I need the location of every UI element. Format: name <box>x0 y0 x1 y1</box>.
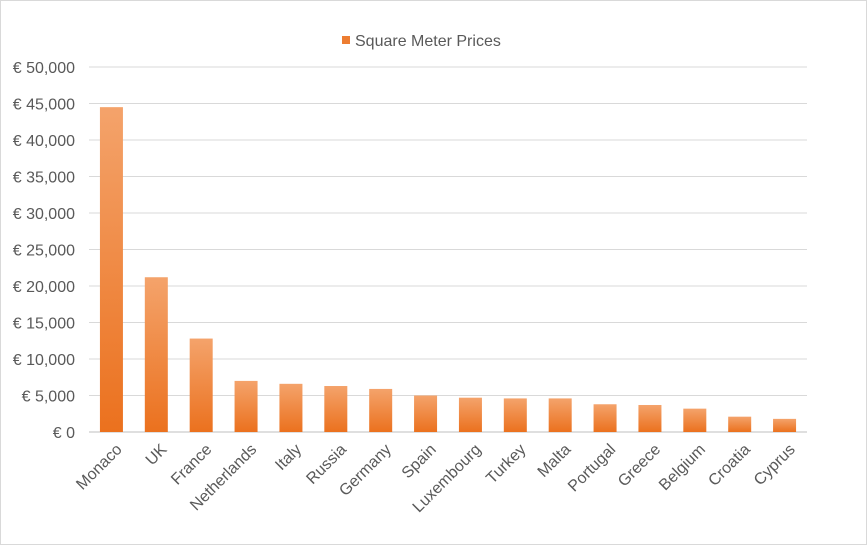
y-tick-label: € 45,000 <box>13 97 75 114</box>
bar-malta <box>548 398 572 432</box>
x-tick-label: Turkey <box>483 441 529 487</box>
bar-greece <box>638 404 662 432</box>
bar-belgium <box>683 408 707 432</box>
x-tick-label: Italy <box>272 441 305 474</box>
y-tick-label: € 5,000 <box>22 389 75 406</box>
bar-turkey <box>503 398 527 432</box>
y-tick-label: € 35,000 <box>13 170 75 187</box>
y-tick-label: € 10,000 <box>13 352 75 369</box>
bar-netherlands <box>234 380 258 432</box>
bar-uk <box>144 277 168 432</box>
bar-spain <box>414 395 438 432</box>
bar-france <box>189 338 213 432</box>
bar-germany <box>369 388 393 432</box>
x-tick-label: Monaco <box>73 441 125 493</box>
y-tick-label: € 25,000 <box>13 243 75 260</box>
x-tick-label: Portugal <box>565 441 619 495</box>
y-tick-label: € 40,000 <box>13 133 75 150</box>
y-tick-label: € 50,000 <box>13 60 75 77</box>
bar-italy <box>279 383 303 432</box>
bar-croatia <box>728 416 752 432</box>
x-tick-label: Cyprus <box>751 441 799 489</box>
y-tick-label: € 30,000 <box>13 206 75 223</box>
x-tick-label: Croatia <box>705 441 754 490</box>
bars <box>99 107 797 433</box>
y-tick-label: € 0 <box>53 425 75 442</box>
legend-label: Square Meter Prices <box>355 33 501 50</box>
y-tick-label: € 15,000 <box>13 316 75 333</box>
legend-swatch <box>342 36 350 44</box>
x-tick-label: Belgium <box>656 441 709 494</box>
y-tick-label: € 20,000 <box>13 279 75 296</box>
x-tick-label: Spain <box>399 441 440 482</box>
legend: Square Meter Prices <box>342 33 501 50</box>
bar-cyprus <box>773 418 797 432</box>
bar-russia <box>324 386 348 432</box>
x-tick-label: UK <box>143 441 171 469</box>
bar-luxembourg <box>458 397 482 432</box>
x-tick-label: Malta <box>535 441 575 481</box>
y-axis: € 0 € 5,000 € 10,000 € 15,000 € 20,000 € 25,0… <box>13 60 75 442</box>
bar-portugal <box>593 404 617 432</box>
bar-monaco <box>99 107 123 433</box>
